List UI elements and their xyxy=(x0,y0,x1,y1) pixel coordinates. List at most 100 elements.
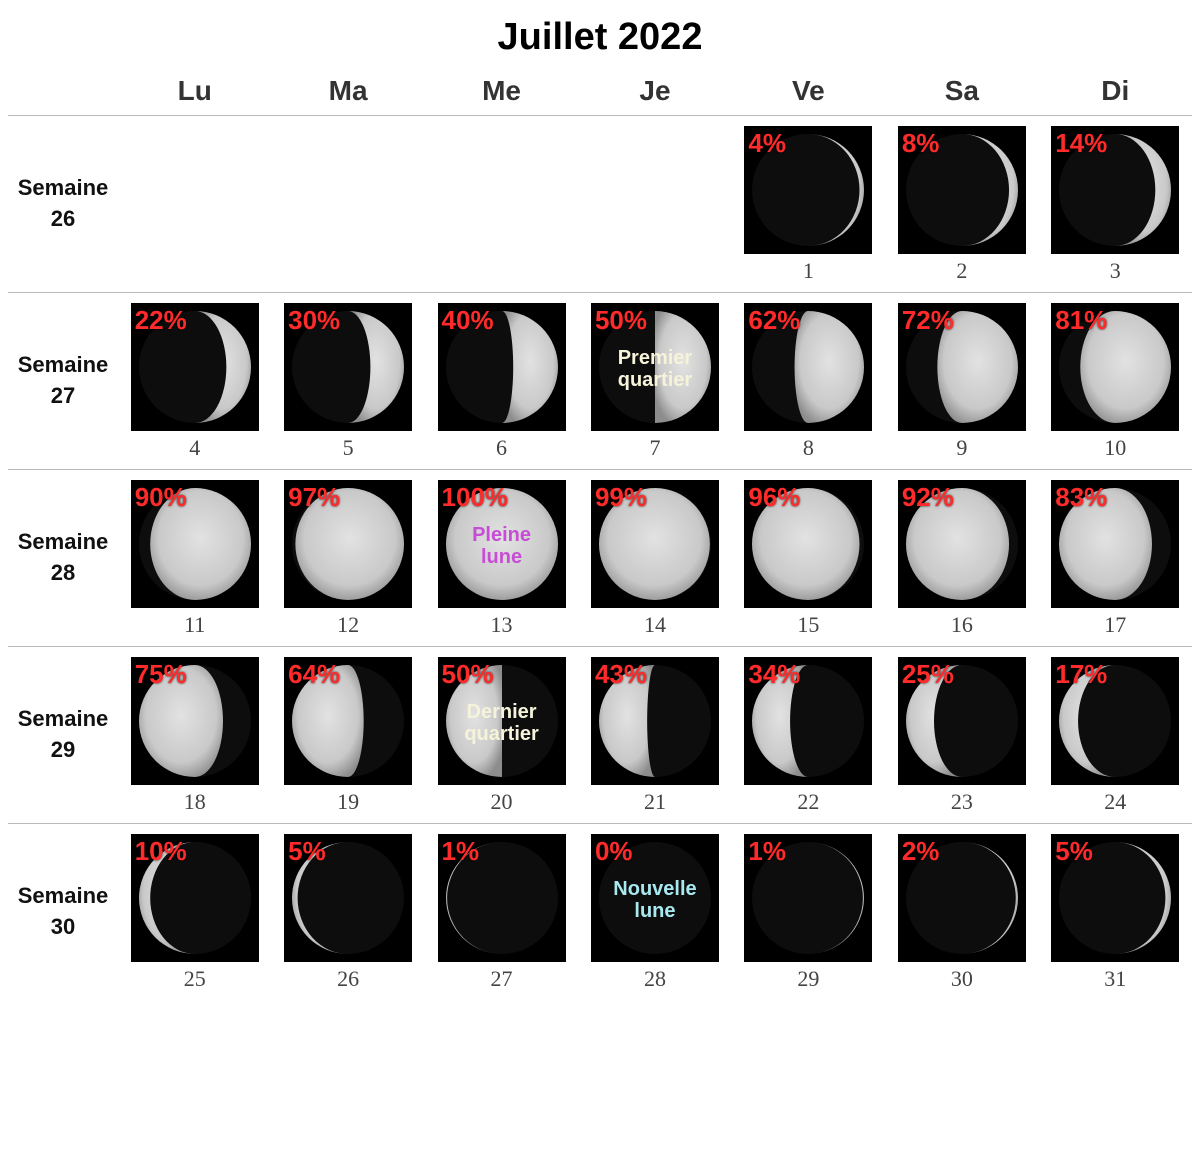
day-cell: 40% 6 xyxy=(425,293,578,470)
moon-icon: 5% xyxy=(1051,834,1179,962)
moon-icon: 17% xyxy=(1051,657,1179,785)
day-cell: 10%25 xyxy=(118,824,271,1001)
day-cell: 4% 1 xyxy=(732,116,885,293)
moon-icon: 0%Nouvellelune xyxy=(591,834,719,962)
week-label: Semaine30 xyxy=(8,824,118,1001)
day-cell: 62% 8 xyxy=(732,293,885,470)
day-number: 13 xyxy=(431,612,572,638)
illumination-pct: 10% xyxy=(135,838,187,864)
illumination-pct: 75% xyxy=(135,661,187,687)
day-cell: 100%Pleinelune 13 xyxy=(425,470,578,647)
empty-cell xyxy=(425,116,578,293)
illumination-pct: 62% xyxy=(748,307,800,333)
moon-icon: 97% xyxy=(284,480,412,608)
moon-icon: 62% xyxy=(744,303,872,431)
day-number: 14 xyxy=(584,612,725,638)
dayhead-lu: Lu xyxy=(118,69,271,116)
day-number: 23 xyxy=(891,789,1032,815)
illumination-pct: 90% xyxy=(135,484,187,510)
day-number: 21 xyxy=(584,789,725,815)
day-number: 18 xyxy=(124,789,265,815)
day-number: 2 xyxy=(891,258,1032,284)
illumination-pct: 8% xyxy=(902,130,940,156)
page-title: Juillet 2022 xyxy=(8,16,1192,59)
dayhead-me: Me xyxy=(425,69,578,116)
day-cell: 8% 2 xyxy=(885,116,1038,293)
illumination-pct: 50% xyxy=(442,661,494,687)
dayhead-di: Di xyxy=(1039,69,1192,116)
illumination-pct: 17% xyxy=(1055,661,1107,687)
day-cell: 92%16 xyxy=(885,470,1038,647)
day-number: 19 xyxy=(277,789,418,815)
day-cell: 1%29 xyxy=(732,824,885,1001)
day-cell: 75% 18 xyxy=(118,647,271,824)
illumination-pct: 30% xyxy=(288,307,340,333)
day-cell: 14% 3 xyxy=(1039,116,1192,293)
day-cell: 99% 14 xyxy=(578,470,731,647)
moon-icon: 100%Pleinelune xyxy=(438,480,566,608)
day-cell: 81%10 xyxy=(1039,293,1192,470)
moon-icon: 90% xyxy=(131,480,259,608)
empty-cell xyxy=(271,116,424,293)
moon-icon: 50%Premierquartier xyxy=(591,303,719,431)
illumination-pct: 99% xyxy=(595,484,647,510)
moon-icon: 72% xyxy=(898,303,1026,431)
illumination-pct: 14% xyxy=(1055,130,1107,156)
day-number: 31 xyxy=(1045,966,1186,992)
moon-icon: 4% xyxy=(744,126,872,254)
moon-icon: 50%Dernierquartier xyxy=(438,657,566,785)
moon-icon: 81% xyxy=(1051,303,1179,431)
moon-icon: 34% xyxy=(744,657,872,785)
day-number: 16 xyxy=(891,612,1032,638)
day-number: 10 xyxy=(1045,435,1186,461)
week-row: Semaine27 22%4 30%5 40%6 xyxy=(8,293,1192,470)
day-cell: 34% 22 xyxy=(732,647,885,824)
day-number: 20 xyxy=(431,789,572,815)
day-cell: 5%26 xyxy=(271,824,424,1001)
day-cell: 83%17 xyxy=(1039,470,1192,647)
moon-icon: 8% xyxy=(898,126,1026,254)
day-cell: 25% 23 xyxy=(885,647,1038,824)
illumination-pct: 64% xyxy=(288,661,340,687)
moon-icon: 1% xyxy=(438,834,566,962)
day-number: 4 xyxy=(124,435,265,461)
day-number: 12 xyxy=(277,612,418,638)
moon-icon: 99% xyxy=(591,480,719,608)
week-label: Semaine28 xyxy=(8,470,118,647)
day-number: 1 xyxy=(738,258,879,284)
illumination-pct: 50% xyxy=(595,307,647,333)
day-number: 6 xyxy=(431,435,572,461)
moon-icon: 1% xyxy=(744,834,872,962)
day-number: 22 xyxy=(738,789,879,815)
day-number: 28 xyxy=(584,966,725,992)
day-cell: 97%12 xyxy=(271,470,424,647)
moon-icon: 5% xyxy=(284,834,412,962)
moon-icon: 64% xyxy=(284,657,412,785)
day-cell: 22% 4 xyxy=(118,293,271,470)
day-cell: 96%15 xyxy=(732,470,885,647)
day-number: 15 xyxy=(738,612,879,638)
illumination-pct: 5% xyxy=(288,838,326,864)
illumination-pct: 34% xyxy=(748,661,800,687)
day-cell: 50%Premierquartier7 xyxy=(578,293,731,470)
day-cell: 90% 11 xyxy=(118,470,271,647)
illumination-pct: 22% xyxy=(135,307,187,333)
moon-icon: 40% xyxy=(438,303,566,431)
day-number: 17 xyxy=(1045,612,1186,638)
day-number: 8 xyxy=(738,435,879,461)
day-number: 3 xyxy=(1045,258,1186,284)
illumination-pct: 40% xyxy=(442,307,494,333)
dayhead-ma: Ma xyxy=(271,69,424,116)
illumination-pct: 4% xyxy=(748,130,786,156)
day-number: 27 xyxy=(431,966,572,992)
illumination-pct: 25% xyxy=(902,661,954,687)
moon-icon: 10% xyxy=(131,834,259,962)
day-cell: 0%Nouvellelune 28 xyxy=(578,824,731,1001)
day-number: 5 xyxy=(277,435,418,461)
illumination-pct: 100% xyxy=(442,484,509,510)
day-cell: 43%21 xyxy=(578,647,731,824)
illumination-pct: 2% xyxy=(902,838,940,864)
day-cell: 72%9 xyxy=(885,293,1038,470)
day-number: 11 xyxy=(124,612,265,638)
illumination-pct: 1% xyxy=(748,838,786,864)
